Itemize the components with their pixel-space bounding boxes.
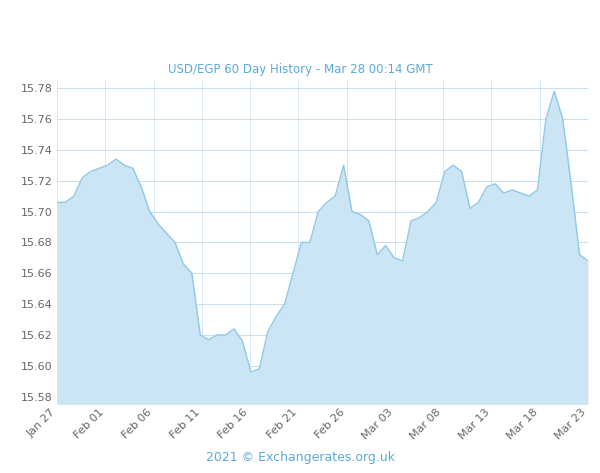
Text: USD/EGP 60 Day History - Mar 28 00:14 GMT: USD/EGP 60 Day History - Mar 28 00:14 GM… [167, 63, 433, 76]
Text: 2021 © Exchangerates.org.uk: 2021 © Exchangerates.org.uk [205, 452, 395, 464]
Text: USD EGP Historical Charts: USD EGP Historical Charts [9, 14, 336, 34]
